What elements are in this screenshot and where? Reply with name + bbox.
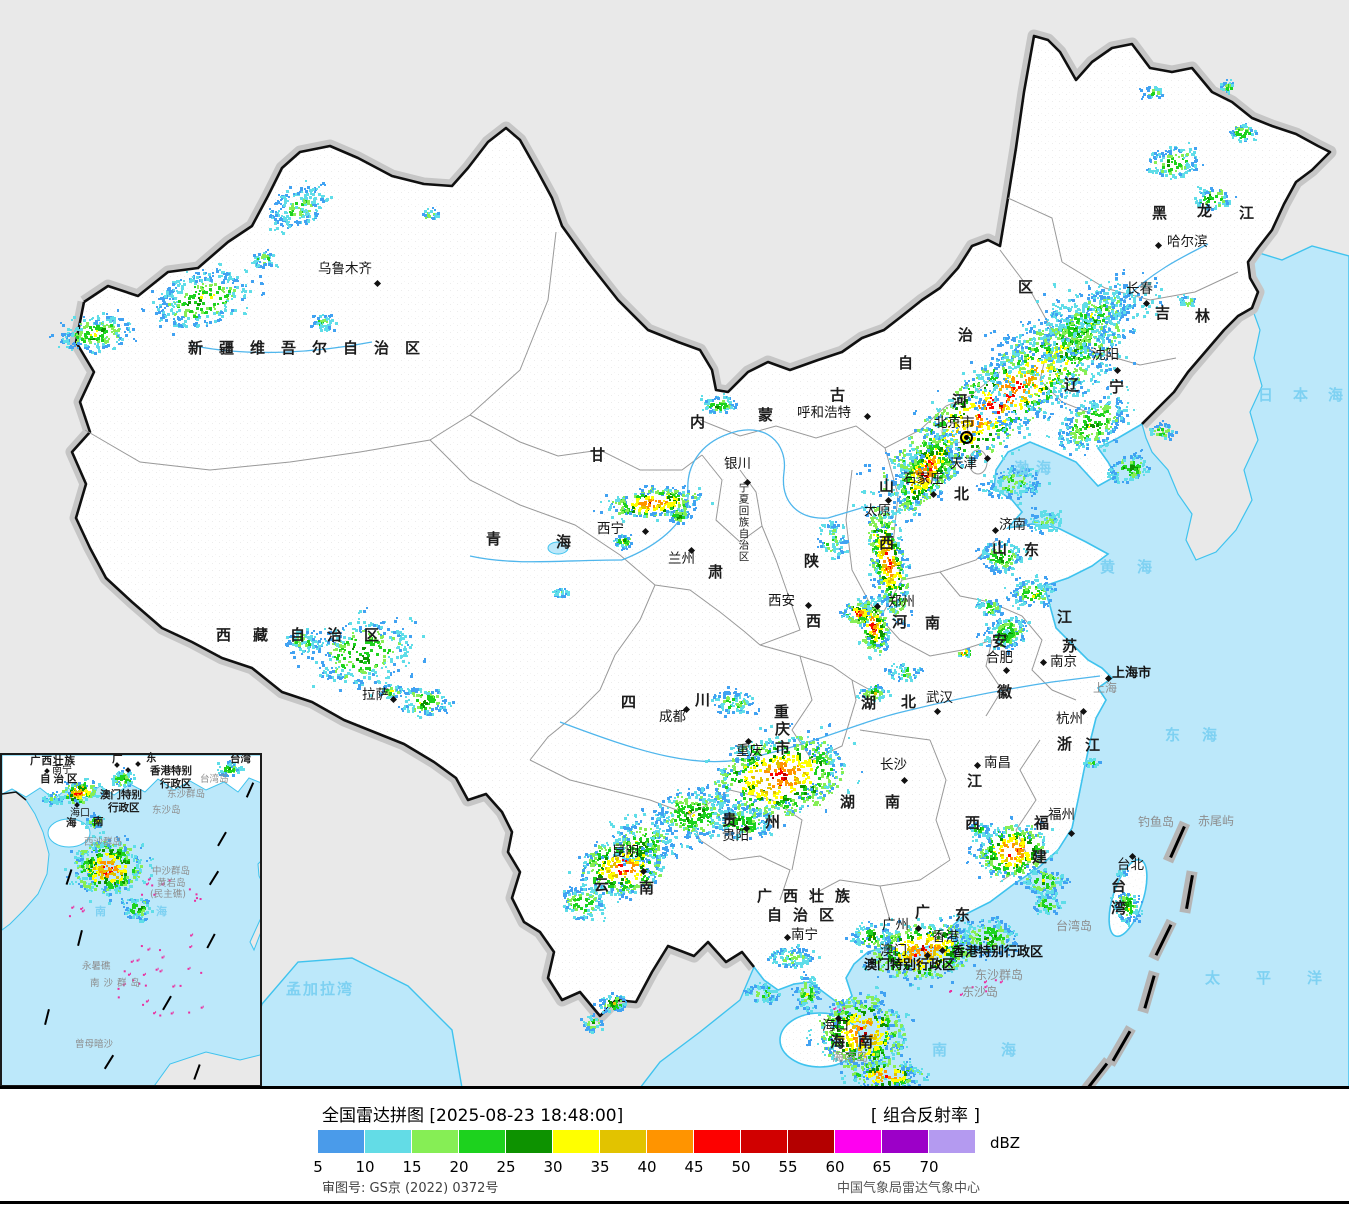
legend-tick: 10: [355, 1158, 375, 1176]
legend-swatch: [788, 1130, 834, 1153]
boundary-dash: [77, 929, 83, 947]
legend-tick: 40: [637, 1158, 657, 1176]
legend-swatch: [741, 1130, 787, 1153]
legend-tick: 35: [590, 1158, 610, 1176]
legend-swatch: [835, 1130, 881, 1153]
boundary-dash: [193, 1064, 201, 1080]
legend-tick: 5: [313, 1158, 323, 1176]
boundary-dash: [208, 870, 220, 886]
legend-tick: 55: [778, 1158, 798, 1176]
unit-label: dBZ: [990, 1134, 1021, 1152]
legend-tick: 15: [402, 1158, 422, 1176]
legend-tick: 30: [543, 1158, 563, 1176]
legend-swatch: [929, 1130, 975, 1153]
map-title: 全国雷达拼图 [2025-08-23 18:48:00]: [322, 1106, 624, 1126]
legend-swatch: [365, 1130, 411, 1153]
boundary-dash: [217, 831, 227, 847]
boundary-dash: [206, 933, 216, 949]
legend-tick: 25: [496, 1158, 516, 1176]
legend-swatch: [318, 1130, 364, 1153]
legend-tick: 45: [684, 1158, 704, 1176]
product-label: [ 组合反射率 ]: [870, 1106, 980, 1126]
approval-number: 审图号: GS京 (2022) 0372号: [322, 1181, 499, 1196]
legend-swatch: [459, 1130, 505, 1153]
legend-swatch: [506, 1130, 552, 1153]
legend-swatch: [694, 1130, 740, 1153]
south-china-sea-inset: [0, 753, 262, 1087]
legend-tick: 50: [731, 1158, 751, 1176]
legend-swatch: [882, 1130, 928, 1153]
legend-tick: 65: [872, 1158, 892, 1176]
bottom-rule: [0, 1201, 1349, 1204]
inset-radar-echo-layer: [2, 755, 260, 1085]
legend-swatch: [412, 1130, 458, 1153]
boundary-dash: [162, 995, 172, 1011]
map-legend-separator: [0, 1086, 1349, 1089]
legend-swatch: [647, 1130, 693, 1153]
boundary-dash: [65, 869, 73, 885]
legend-tick: 70: [919, 1158, 939, 1176]
legend-swatch: [600, 1130, 646, 1153]
legend-tick: 20: [449, 1158, 469, 1176]
boundary-dash: [103, 1054, 115, 1070]
boundary-dash: [245, 782, 255, 798]
legend-swatch: [553, 1130, 599, 1153]
legend-tick: 60: [825, 1158, 845, 1176]
boundary-dash: [44, 1008, 50, 1026]
legend-panel: 全国雷达拼图 [2025-08-23 18:48:00] [ 组合反射率 ] 5…: [0, 1089, 1349, 1208]
colorbar: [318, 1130, 975, 1153]
credit: 中国气象局雷达气象中心: [836, 1181, 980, 1196]
